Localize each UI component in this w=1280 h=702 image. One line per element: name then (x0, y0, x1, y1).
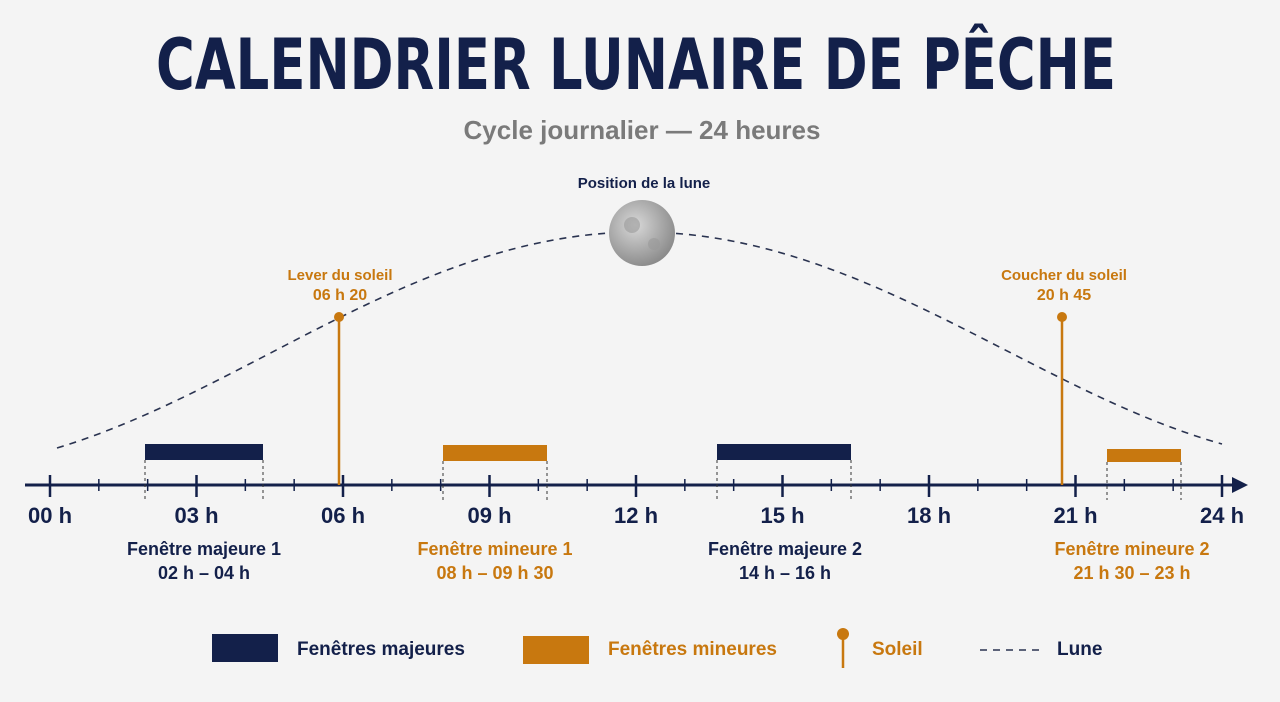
sunrise-label: Lever du soleil (287, 267, 392, 284)
moon-label: Position de la lune (578, 175, 711, 192)
tick-label: 03 h (174, 503, 218, 528)
subtitle: Cycle journalier — 24 heures (464, 115, 821, 145)
tick-label: 15 h (760, 503, 804, 528)
window-name: Fenêtre majeure 1 (127, 539, 281, 559)
title: CALENDRIER LUNAIRE DE PÊCHE (156, 24, 1116, 106)
sunset-label: Coucher du soleil (1001, 267, 1127, 284)
window-time: 08 h – 09 h 30 (436, 563, 553, 583)
sunset-time: 20 h 45 (1037, 287, 1091, 304)
window-time: 02 h – 04 h (158, 563, 250, 583)
tick-label: 21 h (1053, 503, 1097, 528)
tick-label: 00 h (28, 503, 72, 528)
legend-label: Soleil (872, 639, 923, 660)
axis (25, 475, 1248, 497)
axis-arrow (1232, 477, 1248, 493)
window-time: 21 h 30 – 23 h (1073, 563, 1190, 583)
sunrise-time: 06 h 20 (313, 287, 367, 304)
minor-window (1107, 449, 1181, 462)
legend-label: Fenêtres mineures (608, 639, 777, 660)
moon (609, 200, 675, 266)
sunset-dot (1057, 312, 1067, 322)
window-name: Fenêtre majeure 2 (708, 539, 862, 559)
tick-labels: 00 h 03 h 06 h 09 h 12 h 15 h 18 h 21 h 24 h (28, 503, 1244, 528)
window-time: 14 h – 16 h (739, 563, 831, 583)
moon-crater (624, 217, 640, 233)
legend-swatch (212, 634, 278, 662)
moon-crater (648, 238, 660, 250)
legend: Fenêtres majeures Fenêtres mineures Sole… (212, 628, 1102, 668)
major-window (145, 444, 263, 460)
window-name: Fenêtre mineure 1 (417, 539, 572, 559)
legend-label: Fenêtres majeures (297, 639, 465, 660)
tick-label: 24 h (1200, 503, 1244, 528)
tick-label: 18 h (907, 503, 951, 528)
legend-sun-dot (837, 628, 849, 640)
windows (144, 444, 1182, 500)
tick-label: 06 h (321, 503, 365, 528)
window-name: Fenêtre mineure 2 (1054, 539, 1209, 559)
legend-label: Lune (1057, 639, 1102, 660)
minor-window (443, 445, 547, 461)
tick-label: 09 h (467, 503, 511, 528)
legend-swatch (523, 636, 589, 664)
major-window (717, 444, 851, 460)
sunrise-dot (334, 312, 344, 322)
tick-label: 12 h (614, 503, 658, 528)
